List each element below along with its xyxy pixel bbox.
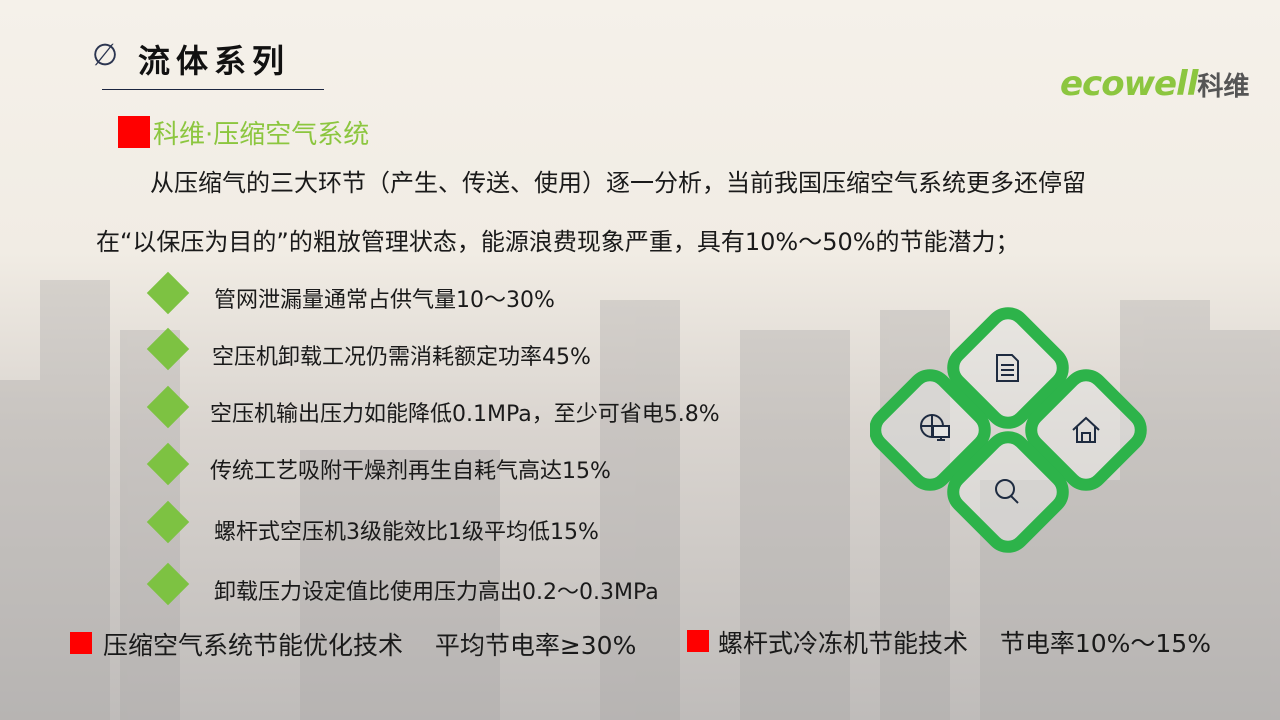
bullet-diamond-icon: [146, 442, 190, 486]
bullet-item: 卸载压力设定值比使用压力高出0.2～0.3MPa: [214, 580, 659, 605]
red-square-marker: [118, 116, 150, 148]
clover-diagram: [870, 307, 1147, 553]
footer-value: 平均节电率≥30%: [434, 631, 637, 660]
diamond-bottom: [947, 431, 1069, 553]
section-subtitle: 科维·压缩空气系统: [153, 120, 370, 150]
footer-value: 节电率10%～15%: [999, 629, 1211, 658]
bullet-diamond-icon: [146, 271, 190, 315]
bullet-item: 空压机输出压力如能降低0.1MPa，至少可省电5.8%: [210, 402, 720, 427]
intro-line-1: 从压缩气的三大环节（产生、传送、使用）逐一分析，当前我国压缩空气系统更多还停留: [150, 169, 1086, 197]
diamond-right: [1025, 369, 1147, 491]
ecowell-logo: ecowell科维: [1060, 64, 1249, 104]
bullet-diamond-icon: [146, 385, 190, 429]
page-title: 流体系列: [138, 42, 291, 80]
bullet-item: 螺杆式空压机3级能效比1级平均低15%: [214, 520, 599, 545]
search-icon: [995, 479, 1019, 504]
red-square-marker: [687, 630, 709, 652]
diamond-left: [870, 369, 991, 491]
diamond-top: [947, 307, 1069, 429]
document-icon: [996, 354, 1019, 382]
intro-line-2: 在“以保压为目的”的粗放管理状态，能源浪费现象严重，具有10%～50%的节能潜力…: [96, 228, 1020, 256]
footer-label: 螺杆式冷冻机节能技术: [718, 629, 969, 658]
footer-item-2: 螺杆式冷冻机节能技术 节电率10%～15%: [718, 624, 1211, 660]
bullet-item: 传统工艺吸附干燥剂再生自耗气高达15%: [210, 459, 611, 484]
logo-text: ecowell: [1060, 64, 1198, 104]
logo-cn: 科维: [1197, 72, 1250, 102]
home-icon: [1072, 416, 1100, 443]
red-square-marker: [70, 632, 92, 654]
title-underline: [102, 89, 324, 90]
footer-item-1: 压缩空气系统节能优化技术 平均节电率≥30%: [103, 626, 636, 662]
bullet-item: 空压机卸载工况仍需消耗额定功率45%: [212, 345, 591, 370]
footer-label: 压缩空气系统节能优化技术: [103, 631, 404, 660]
globe-monitor-icon: [920, 414, 950, 441]
bullet-diamond-icon: [146, 500, 190, 544]
bullet-diamond-icon: [146, 562, 190, 606]
phi-icon: ∅: [92, 38, 119, 73]
bullet-item: 管网泄漏量通常占供气量10～30%: [214, 288, 555, 313]
bullet-diamond-icon: [146, 327, 190, 371]
